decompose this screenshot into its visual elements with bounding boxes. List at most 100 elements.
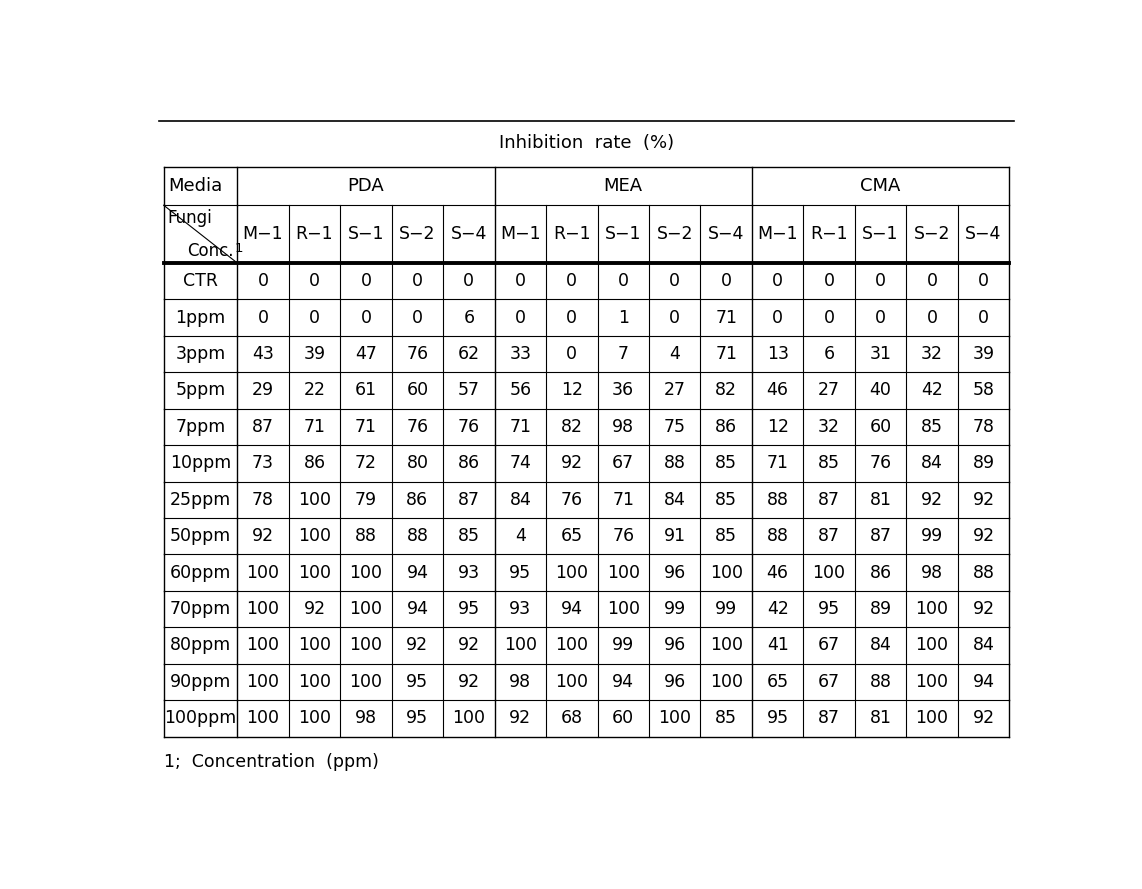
- Text: S−1: S−1: [862, 225, 899, 243]
- Text: 100: 100: [606, 564, 640, 581]
- Text: 71: 71: [509, 418, 531, 436]
- Text: 33: 33: [509, 345, 531, 363]
- Text: R−1: R−1: [296, 225, 333, 243]
- Text: 39: 39: [972, 345, 995, 363]
- Text: 32: 32: [920, 345, 943, 363]
- Text: 92: 92: [920, 491, 943, 509]
- Text: 100: 100: [247, 709, 280, 727]
- Text: 71: 71: [715, 345, 738, 363]
- Text: 88: 88: [766, 527, 789, 545]
- Text: 92: 92: [304, 600, 325, 618]
- Text: 95: 95: [818, 600, 841, 618]
- Text: 95: 95: [766, 709, 789, 727]
- Text: 46: 46: [766, 381, 789, 399]
- Text: 100: 100: [349, 600, 383, 618]
- Text: 67: 67: [818, 673, 841, 691]
- Text: 67: 67: [612, 454, 634, 472]
- Text: 0: 0: [669, 272, 681, 290]
- Text: 88: 88: [869, 673, 892, 691]
- Text: MEA: MEA: [604, 177, 643, 195]
- Text: 56: 56: [509, 381, 531, 399]
- Text: 27: 27: [664, 381, 685, 399]
- Text: 88: 88: [407, 527, 428, 545]
- Text: 76: 76: [458, 418, 480, 436]
- Text: 100: 100: [555, 637, 588, 654]
- Text: 96: 96: [664, 673, 686, 691]
- Text: 95: 95: [458, 600, 480, 618]
- Text: 86: 86: [407, 491, 428, 509]
- Text: 71: 71: [766, 454, 789, 472]
- Text: 100: 100: [349, 564, 383, 581]
- Text: S−1: S−1: [347, 225, 384, 243]
- Text: 94: 94: [561, 600, 582, 618]
- Text: 76: 76: [869, 454, 892, 472]
- Text: 100: 100: [298, 637, 331, 654]
- Text: 100: 100: [349, 673, 383, 691]
- Text: 0: 0: [464, 272, 474, 290]
- Text: 100: 100: [916, 709, 949, 727]
- Text: 100: 100: [555, 564, 588, 581]
- Text: 0: 0: [309, 308, 320, 326]
- Text: 58: 58: [973, 381, 995, 399]
- Text: 92: 92: [407, 637, 428, 654]
- Text: 0: 0: [566, 308, 578, 326]
- Text: 10ppm: 10ppm: [170, 454, 231, 472]
- Text: Media: Media: [168, 177, 223, 195]
- Text: 84: 84: [869, 637, 892, 654]
- Text: 41: 41: [766, 637, 789, 654]
- Text: 71: 71: [355, 418, 377, 436]
- Text: 89: 89: [972, 454, 995, 472]
- Text: 31: 31: [869, 345, 892, 363]
- Text: 100: 100: [916, 600, 949, 618]
- Text: 95: 95: [407, 673, 428, 691]
- Text: 100: 100: [555, 673, 588, 691]
- Text: 98: 98: [612, 418, 634, 436]
- Text: 80ppm: 80ppm: [170, 637, 231, 654]
- Text: 0: 0: [772, 308, 783, 326]
- Text: 84: 84: [973, 637, 995, 654]
- Text: 100: 100: [709, 564, 742, 581]
- Text: 39: 39: [304, 345, 325, 363]
- Text: 84: 84: [922, 454, 943, 472]
- Text: 25ppm: 25ppm: [170, 491, 231, 509]
- Text: 98: 98: [355, 709, 377, 727]
- Text: 100ppm: 100ppm: [164, 709, 236, 727]
- Text: 0: 0: [823, 272, 835, 290]
- Text: 1;  Concentration  (ppm): 1; Concentration (ppm): [163, 754, 378, 772]
- Text: 1: 1: [234, 242, 243, 255]
- Text: 88: 88: [973, 564, 995, 581]
- Text: 98: 98: [920, 564, 943, 581]
- Text: 86: 86: [715, 418, 738, 436]
- Text: 80: 80: [407, 454, 428, 472]
- Text: 79: 79: [355, 491, 377, 509]
- Text: 71: 71: [304, 418, 325, 436]
- Text: 86: 86: [304, 454, 325, 472]
- Text: 72: 72: [355, 454, 377, 472]
- Text: 100: 100: [247, 637, 280, 654]
- Text: 3ppm: 3ppm: [176, 345, 226, 363]
- Text: 0: 0: [412, 272, 423, 290]
- Text: 65: 65: [561, 527, 582, 545]
- Text: 78: 78: [973, 418, 995, 436]
- Text: 85: 85: [920, 418, 943, 436]
- Text: 76: 76: [612, 527, 634, 545]
- Text: 0: 0: [669, 308, 681, 326]
- Text: 87: 87: [458, 491, 480, 509]
- Text: M−1: M−1: [757, 225, 798, 243]
- Text: 99: 99: [664, 600, 686, 618]
- Text: S−2: S−2: [914, 225, 950, 243]
- Text: 85: 85: [715, 491, 738, 509]
- Text: 85: 85: [715, 527, 738, 545]
- Text: 6: 6: [464, 308, 474, 326]
- Text: 94: 94: [407, 564, 428, 581]
- Text: 12: 12: [561, 381, 582, 399]
- Text: 82: 82: [561, 418, 582, 436]
- Text: Conc.: Conc.: [187, 242, 234, 260]
- Text: 94: 94: [407, 600, 428, 618]
- Text: 92: 92: [458, 637, 480, 654]
- Text: 92: 92: [561, 454, 582, 472]
- Text: S−2: S−2: [657, 225, 693, 243]
- Text: 100: 100: [658, 709, 691, 727]
- Text: 7: 7: [618, 345, 629, 363]
- Text: 96: 96: [664, 564, 686, 581]
